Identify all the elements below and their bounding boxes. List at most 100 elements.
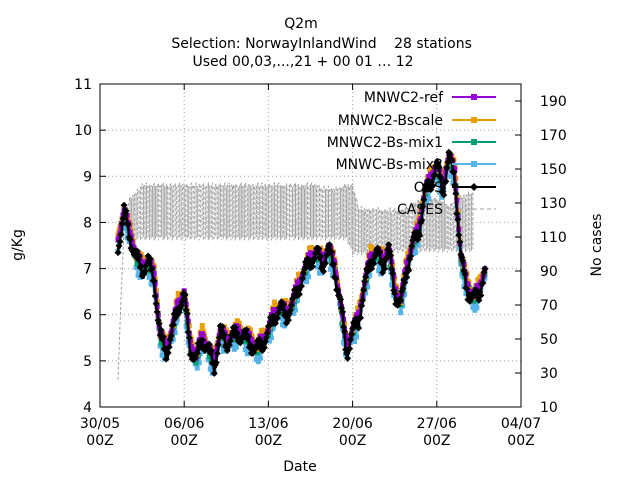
series-point: [219, 341, 225, 347]
series-point: [449, 173, 455, 179]
series-point: [405, 260, 411, 266]
y-tick-label: 9: [83, 169, 92, 185]
obs-point: [317, 252, 325, 260]
y2-tick-label: 90: [540, 264, 558, 280]
obs-point: [332, 275, 340, 283]
obs-point: [446, 150, 454, 158]
series-point: [199, 323, 205, 329]
x-tick-label-time: 00Z: [255, 433, 282, 449]
obs-point: [244, 332, 252, 340]
y2-tick-label: 150: [540, 162, 567, 178]
series-point: [172, 330, 178, 336]
obs-point: [477, 291, 485, 299]
obs-point: [137, 263, 145, 271]
x-tick-label: 13/06: [248, 416, 288, 432]
obs-point: [320, 267, 328, 275]
series-point: [194, 365, 200, 371]
obs-point: [323, 251, 331, 259]
series-point: [147, 273, 153, 279]
x-axis-label: Date: [283, 459, 316, 475]
series-point: [190, 349, 196, 355]
legend: MNWC2-ref MNWC2-Bscale MNWC2-Bs-mix1 MNWC-B…: [327, 90, 496, 218]
obs-point: [153, 308, 161, 316]
series-point: [189, 341, 195, 347]
y2-tick-label: 110: [540, 230, 567, 246]
obs-point: [120, 201, 128, 209]
obs-point: [456, 238, 464, 246]
obs-point: [360, 286, 368, 294]
obs-point: [405, 266, 413, 274]
series-point: [212, 354, 218, 360]
y-tick-label: 7: [83, 262, 92, 278]
y2-tick-label: 170: [540, 128, 567, 144]
legend-label: MNWC2-Bs-mix1: [327, 135, 443, 151]
x-tick-label: 27/06: [417, 416, 457, 432]
obs-point: [362, 273, 370, 281]
series-point: [196, 360, 202, 366]
obs-point: [279, 301, 287, 309]
series-point: [376, 268, 382, 274]
obs-point: [148, 265, 156, 273]
obs-point: [348, 330, 356, 338]
obs-point: [326, 241, 334, 249]
obs-point: [183, 310, 191, 318]
series-point: [116, 227, 122, 233]
obs-point: [344, 354, 352, 362]
obs-point: [481, 265, 489, 273]
obs-point: [418, 216, 426, 224]
series-point: [200, 328, 206, 334]
obs-point: [387, 251, 395, 259]
series-point: [354, 334, 360, 340]
obs-point: [403, 273, 411, 281]
series-point: [305, 274, 311, 280]
obs-point: [274, 309, 282, 317]
obs-point: [340, 323, 348, 331]
obs-point: [440, 191, 448, 199]
obs-point: [155, 320, 163, 328]
obs-point: [198, 336, 206, 344]
obs-point: [420, 196, 428, 204]
obs-point: [328, 248, 336, 256]
obs-point: [159, 333, 167, 341]
obs-point: [442, 177, 450, 185]
y2-tick-label: 130: [540, 196, 567, 212]
series-point: [266, 338, 272, 344]
y2-tick-label: 30: [540, 366, 558, 382]
series-point: [116, 234, 122, 240]
obs-point: [152, 300, 160, 308]
obs-point: [212, 359, 220, 367]
obs-point: [213, 349, 221, 357]
series-point: [270, 325, 276, 331]
obs-point: [311, 254, 319, 262]
obs-point: [205, 340, 213, 348]
obs-point: [210, 369, 218, 377]
obs-point: [297, 282, 305, 290]
series-point: [188, 344, 194, 350]
obs-point: [315, 245, 323, 253]
obs-point: [220, 331, 228, 339]
obs-point: [339, 308, 347, 316]
series-point: [294, 298, 300, 304]
chart-used-text: Used 00,03,...,21 + 00 01 … 12: [192, 54, 413, 70]
obs-point: [150, 277, 158, 285]
obs-point: [298, 275, 306, 283]
y2-tick-label: 50: [540, 332, 558, 348]
series-point: [232, 341, 238, 347]
obs-point: [429, 182, 437, 190]
obs-point: [185, 334, 193, 342]
series-point: [208, 364, 214, 370]
obs-point: [117, 231, 125, 239]
legend-label: MNWC2-ref: [364, 90, 444, 106]
series-point: [242, 347, 248, 353]
obs-point: [184, 328, 192, 336]
obs-point: [435, 163, 443, 171]
obs-point: [119, 215, 127, 223]
legend-marker: [471, 94, 477, 100]
series-point: [234, 318, 240, 324]
obs-point: [453, 210, 461, 218]
obs-point: [355, 324, 363, 332]
obs-point: [242, 326, 250, 334]
series-point: [160, 351, 166, 357]
series-point: [367, 272, 373, 278]
series-point: [255, 359, 261, 365]
